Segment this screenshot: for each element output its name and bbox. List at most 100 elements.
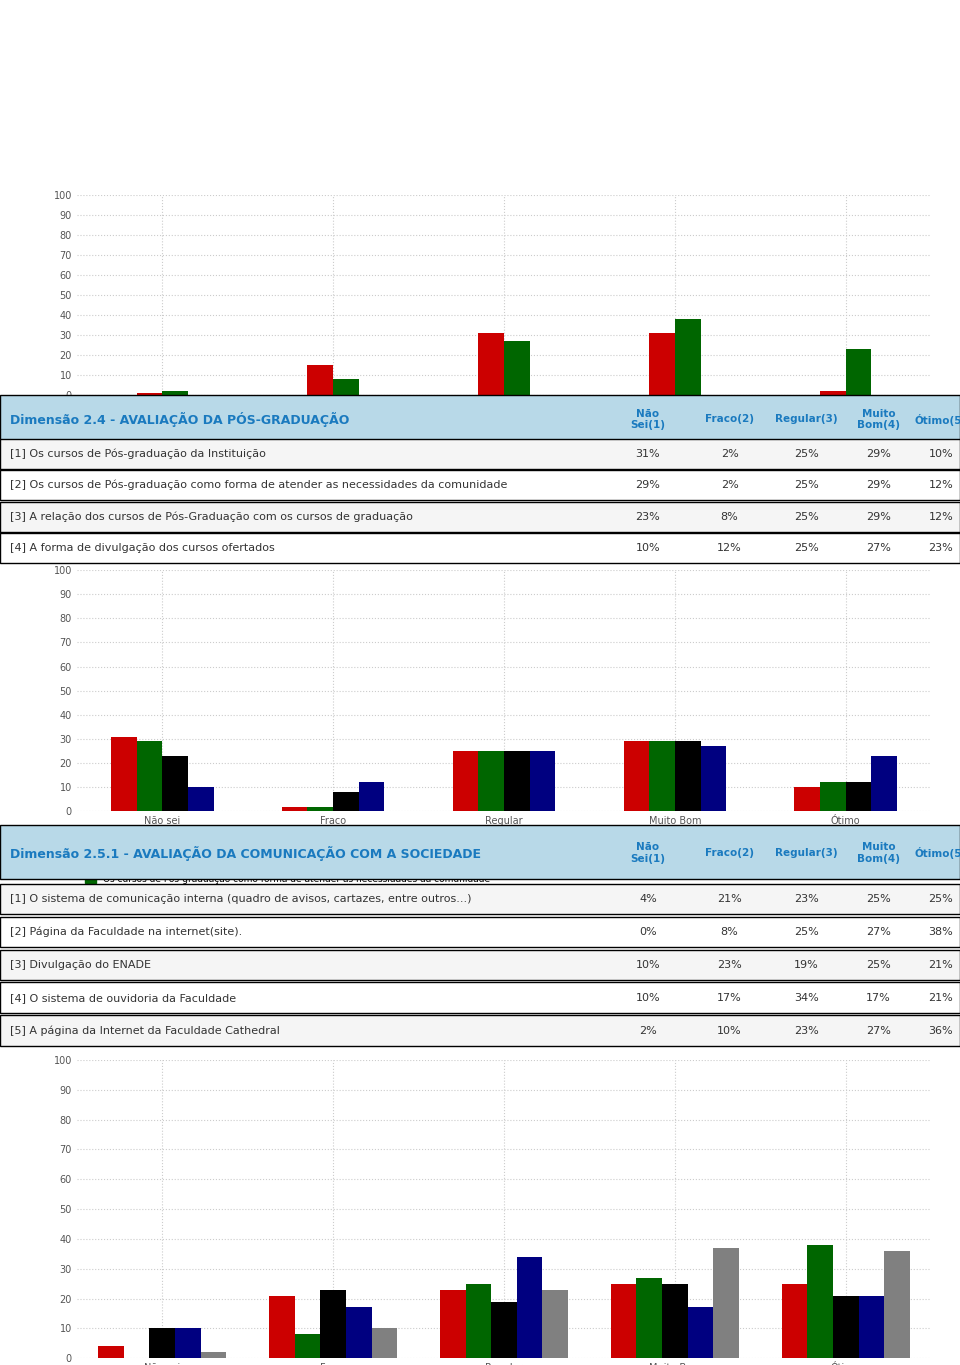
- Text: 29%: 29%: [866, 480, 891, 490]
- Text: [1] Os cursos de Pós-graduação da Instituição: [1] Os cursos de Pós-graduação da Instit…: [10, 448, 266, 459]
- Text: Dimensão 2.4 - AVALIAÇÃO DA PÓS-GRADUAÇÃO: Dimensão 2.4 - AVALIAÇÃO DA PÓS-GRADUAÇÃ…: [10, 412, 349, 427]
- Text: 21%: 21%: [717, 894, 742, 904]
- Bar: [307, 807, 333, 811]
- Bar: [359, 782, 384, 811]
- Text: 23%: 23%: [636, 512, 660, 521]
- Bar: [846, 349, 872, 394]
- FancyBboxPatch shape: [0, 983, 960, 1013]
- FancyBboxPatch shape: [0, 1016, 960, 1046]
- Bar: [478, 333, 504, 394]
- Text: 25%: 25%: [794, 449, 819, 459]
- FancyBboxPatch shape: [0, 917, 960, 947]
- Bar: [478, 751, 504, 811]
- Bar: [611, 1283, 636, 1358]
- Bar: [846, 782, 872, 811]
- Text: 10%: 10%: [928, 449, 953, 459]
- Bar: [175, 1328, 201, 1358]
- Bar: [795, 788, 820, 811]
- Text: 27%: 27%: [866, 543, 891, 553]
- Bar: [636, 1278, 662, 1358]
- Bar: [269, 1295, 295, 1358]
- Text: 12%: 12%: [928, 512, 953, 521]
- Text: [3] Divulgação do ENADE: [3] Divulgação do ENADE: [10, 960, 151, 969]
- Bar: [884, 1250, 910, 1358]
- Text: 34%: 34%: [794, 992, 819, 1003]
- FancyBboxPatch shape: [0, 883, 960, 915]
- Text: Não
Sei(1): Não Sei(1): [631, 842, 665, 864]
- Text: 36%: 36%: [928, 1025, 953, 1036]
- Text: 21%: 21%: [928, 960, 953, 969]
- Text: [4] O sistema de ouvidoria da Faculdade: [4] O sistema de ouvidoria da Faculdade: [10, 992, 236, 1003]
- Bar: [333, 792, 359, 811]
- Bar: [492, 1301, 516, 1358]
- Text: 2%: 2%: [721, 449, 738, 459]
- Text: 27%: 27%: [866, 927, 891, 936]
- FancyBboxPatch shape: [0, 534, 960, 562]
- Text: 25%: 25%: [928, 894, 953, 904]
- Text: Fraco(2): Fraco(2): [705, 415, 755, 425]
- Bar: [675, 319, 701, 394]
- Bar: [701, 747, 726, 811]
- Text: 29%: 29%: [866, 449, 891, 459]
- Text: 27%: 27%: [866, 1025, 891, 1036]
- Bar: [858, 1295, 884, 1358]
- Bar: [649, 333, 675, 394]
- Text: 25%: 25%: [794, 480, 819, 490]
- FancyBboxPatch shape: [0, 471, 960, 500]
- Bar: [649, 741, 675, 811]
- Bar: [440, 1290, 466, 1358]
- Text: 29%: 29%: [866, 512, 891, 521]
- Bar: [662, 1283, 687, 1358]
- Bar: [282, 807, 307, 811]
- Text: 25%: 25%: [794, 512, 819, 521]
- Text: 8%: 8%: [721, 927, 738, 936]
- Bar: [136, 393, 162, 394]
- Text: [2] Página da Faculdade na internet(site).: [2] Página da Faculdade na internet(site…: [10, 927, 242, 938]
- Bar: [150, 1328, 175, 1358]
- Bar: [188, 788, 213, 811]
- Bar: [162, 756, 188, 811]
- Bar: [820, 390, 846, 394]
- Text: Muito
Bom(4): Muito Bom(4): [857, 842, 900, 864]
- Text: 25%: 25%: [794, 927, 819, 936]
- Bar: [201, 1353, 227, 1358]
- Text: 25%: 25%: [866, 894, 891, 904]
- Text: [1] O sistema de comunicação interna (quadro de avisos, cartazes, entre outros..: [1] O sistema de comunicação interna (qu…: [10, 894, 471, 904]
- Bar: [98, 1346, 124, 1358]
- Text: 23%: 23%: [794, 1025, 819, 1036]
- Text: Não
Sei(1): Não Sei(1): [631, 408, 665, 430]
- Text: 29%: 29%: [636, 480, 660, 490]
- Bar: [713, 1248, 739, 1358]
- Text: 0%: 0%: [639, 927, 657, 936]
- Text: [2] Os cursos de Pós-graduação como forma de atender as necessidades da comunida: [2] Os cursos de Pós-graduação como form…: [10, 480, 507, 490]
- Bar: [346, 1308, 372, 1358]
- Bar: [466, 1283, 492, 1358]
- Legend: Os cursos de Pós-graduação da Instituição, Os cursos de Pós-graduação como forma: Os cursos de Pós-graduação da Instituiçã…: [82, 857, 493, 916]
- Legend: O incentivo da Faculdade a iniciação científica, A pesquisa sendo utilizada como: O incentivo da Faculdade a iniciação cie…: [82, 430, 523, 460]
- Bar: [504, 751, 530, 811]
- Bar: [307, 364, 333, 394]
- Text: 17%: 17%: [866, 992, 891, 1003]
- Bar: [504, 341, 530, 394]
- Bar: [295, 1335, 321, 1358]
- Text: 23%: 23%: [794, 894, 819, 904]
- FancyBboxPatch shape: [0, 502, 960, 531]
- FancyBboxPatch shape: [0, 394, 960, 444]
- Text: 21%: 21%: [928, 992, 953, 1003]
- Text: Ótimo(5): Ótimo(5): [915, 848, 960, 859]
- Bar: [781, 1283, 807, 1358]
- Text: [5] A página da Internet da Faculdade Cathedral: [5] A página da Internet da Faculdade Ca…: [10, 1025, 279, 1036]
- FancyBboxPatch shape: [0, 438, 960, 468]
- Text: Fraco(2): Fraco(2): [705, 848, 755, 859]
- Text: 19%: 19%: [794, 960, 819, 969]
- FancyBboxPatch shape: [0, 824, 960, 879]
- Bar: [820, 782, 846, 811]
- Bar: [162, 390, 188, 394]
- Bar: [872, 756, 897, 811]
- Bar: [530, 751, 555, 811]
- Text: 12%: 12%: [717, 543, 742, 553]
- Text: 38%: 38%: [928, 927, 953, 936]
- Bar: [453, 751, 478, 811]
- Text: Dimensão 2.5.1 - AVALIAÇÃO DA COMUNICAÇÃO COM A SOCIEDADE: Dimensão 2.5.1 - AVALIAÇÃO DA COMUNICAÇÃ…: [10, 846, 481, 861]
- Bar: [333, 379, 359, 394]
